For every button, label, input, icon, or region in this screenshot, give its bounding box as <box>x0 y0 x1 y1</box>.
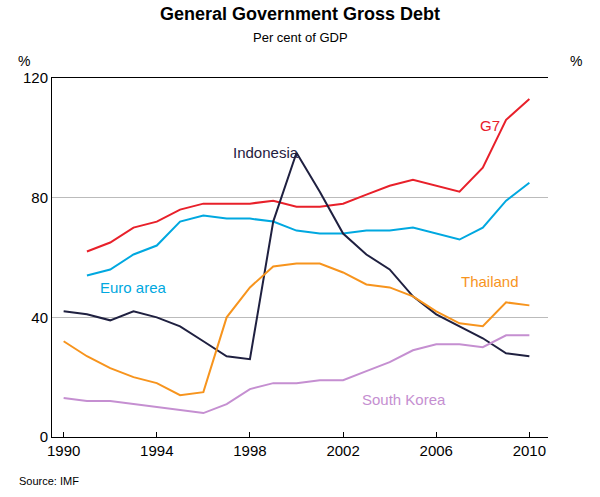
svg-text:Thailand: Thailand <box>461 273 519 290</box>
svg-text:2006: 2006 <box>420 442 453 459</box>
svg-text:Source: IMF: Source: IMF <box>19 475 79 487</box>
svg-text:South Korea: South Korea <box>362 391 446 408</box>
svg-text:1990: 1990 <box>47 442 80 459</box>
svg-text:120: 120 <box>23 69 48 86</box>
svg-text:1994: 1994 <box>140 442 173 459</box>
svg-text:0: 0 <box>40 428 48 445</box>
svg-text:80: 80 <box>31 189 48 206</box>
svg-text:2002: 2002 <box>326 442 359 459</box>
svg-text:General Government Gross Debt: General Government Gross Debt <box>160 4 440 24</box>
svg-text:2010: 2010 <box>513 442 546 459</box>
svg-text:1998: 1998 <box>233 442 266 459</box>
svg-text:Per cent of GDP: Per cent of GDP <box>253 30 348 45</box>
svg-text:Indonesia: Indonesia <box>233 144 299 161</box>
svg-text:%: % <box>570 53 582 69</box>
svg-text:%: % <box>18 53 30 69</box>
svg-text:G7: G7 <box>480 117 500 134</box>
svg-text:Euro area: Euro area <box>100 279 167 296</box>
svg-text:40: 40 <box>31 309 48 326</box>
